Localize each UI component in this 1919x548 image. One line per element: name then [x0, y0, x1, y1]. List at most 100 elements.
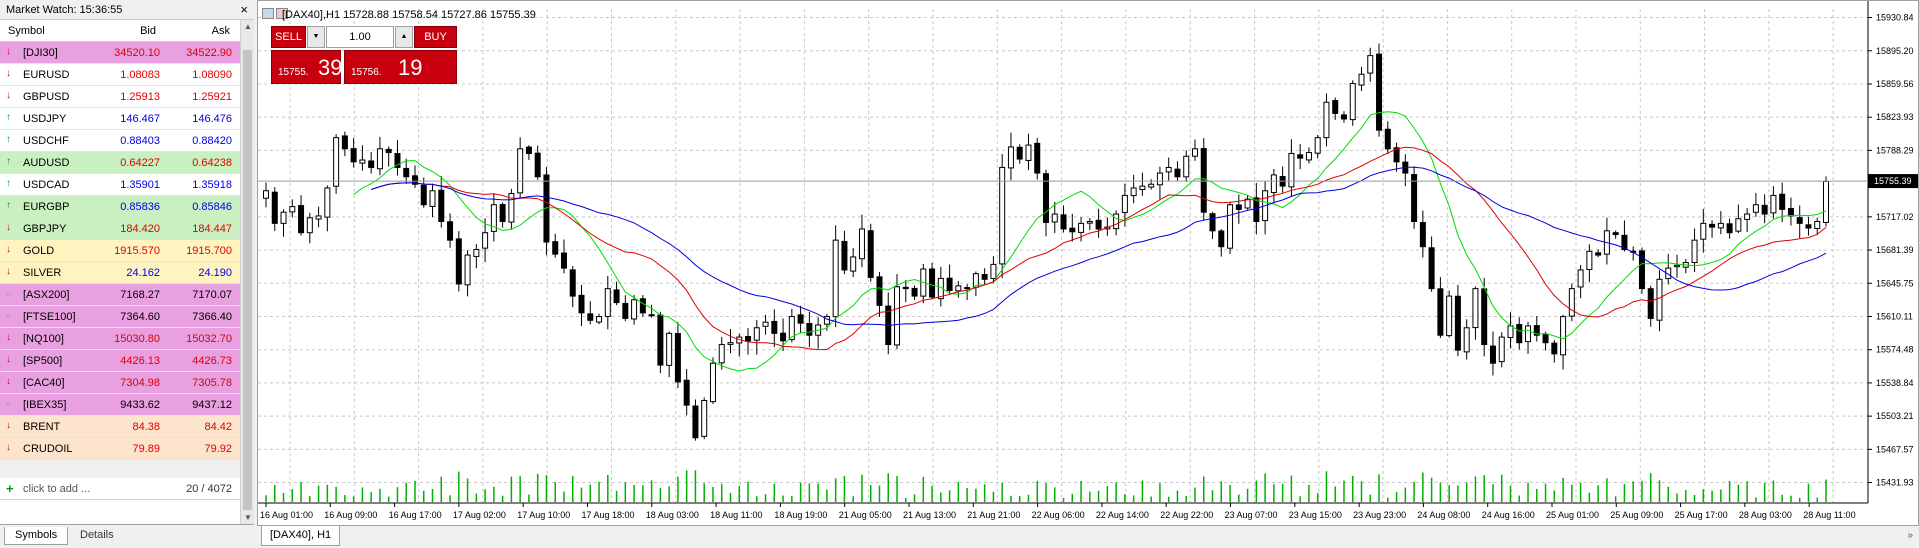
time-axis-label: 23 Aug 23:00 — [1353, 510, 1406, 520]
symbol-row[interactable]: ↑ USDCAD 1.35901 1.35918 — [0, 174, 240, 196]
symbol-row[interactable]: ↓ [NQ100] 15030.80 15032.70 — [0, 328, 240, 350]
sell-button[interactable]: SELL — [271, 26, 306, 48]
price-axis-label: 15574.48 — [1876, 345, 1914, 355]
symbol-row[interactable]: ○ [IBEX35] 9433.62 9437.12 — [0, 394, 240, 416]
candle-bear — [1454, 295, 1461, 351]
symbol-row[interactable]: ↓ [CAC40] 7304.98 7305.78 — [0, 372, 240, 394]
candle-bull — [1270, 174, 1277, 194]
volume-decrease-icon[interactable]: ▼ — [307, 26, 325, 48]
candle-bull — [1367, 55, 1374, 74]
candle-bull — [324, 187, 331, 218]
symbol-flag-icon[interactable] — [276, 8, 288, 19]
candle-bull — [359, 159, 366, 164]
candle-bull — [1577, 269, 1584, 288]
arrow-down-icon: ↓ — [6, 68, 11, 79]
candle-bull — [1007, 146, 1014, 169]
symbol-row[interactable]: ↑ EURGBP 0.85836 0.85846 — [0, 196, 240, 218]
scroll-up-icon[interactable]: ▲ — [244, 22, 252, 31]
candle-bear — [780, 332, 787, 342]
tabs-scroll-icon[interactable]: » — [1907, 530, 1913, 541]
symbol-row[interactable]: ↓ CRUDOIL 79.89 79.92 — [0, 438, 240, 460]
candle-bear — [271, 191, 278, 224]
buy-price-button[interactable]: 15756. 19 — [344, 50, 457, 84]
symbol-row[interactable]: ↓ [SP500] 4426.13 4426.73 — [0, 350, 240, 372]
time-axis-label: 22 Aug 22:00 — [1160, 510, 1213, 520]
arrow-down-icon: ↓ — [6, 46, 11, 57]
volume-input[interactable]: 1.00 — [326, 26, 394, 48]
candle-bull — [1691, 239, 1698, 264]
symbol-row[interactable]: ↓ BRENT 84.38 84.42 — [0, 416, 240, 438]
candle-bear — [745, 335, 752, 342]
bid-value: 184.420 — [120, 223, 160, 235]
candle-bear — [946, 277, 953, 291]
symbol-row[interactable]: ↓ GOLD 1915.570 1915.700 — [0, 240, 240, 262]
scroll-down-icon[interactable]: ▼ — [244, 513, 252, 522]
close-icon[interactable]: × — [240, 2, 248, 17]
candle-bear — [841, 240, 848, 271]
scrollbar-thumb[interactable] — [243, 50, 252, 510]
candle-bear — [692, 405, 699, 439]
symbol-row[interactable]: ○ [FTSE100] 7364.60 7366.40 — [0, 306, 240, 328]
candle-bear — [455, 238, 462, 285]
candle-bull — [1130, 187, 1137, 197]
candle-bull — [1183, 155, 1190, 178]
symbol-row[interactable]: ↑ USDJPY 146.467 146.476 — [0, 108, 240, 130]
candle-bull — [1752, 204, 1759, 213]
column-header-symbol[interactable]: Symbol — [8, 25, 45, 37]
bid-value: 1915.570 — [114, 245, 160, 257]
price-axis-label: 15610.11 — [1876, 311, 1913, 321]
time-axis-label: 22 Aug 06:00 — [1032, 510, 1085, 520]
bid-value: 84.38 — [132, 421, 160, 433]
neutral-circle-icon: ○ — [6, 290, 11, 299]
candle-bull — [1735, 218, 1742, 232]
candle-bear — [411, 175, 418, 185]
tab-symbols[interactable]: Symbols — [4, 527, 69, 545]
time-axis-label: 17 Aug 10:00 — [517, 510, 570, 520]
symbol-row[interactable]: ↓ SILVER 24.162 24.190 — [0, 262, 240, 284]
candle-bull — [1358, 73, 1365, 86]
candle-bear — [394, 153, 401, 168]
candle-bear — [1621, 234, 1628, 250]
time-axis-label: 21 Aug 13:00 — [903, 510, 956, 520]
candle-bull — [1665, 267, 1672, 280]
candle-bull — [1674, 264, 1681, 268]
candle-bear — [674, 333, 681, 383]
symbol-row[interactable]: ○ [ASX200] 7168.27 7170.07 — [0, 284, 240, 306]
symbol-row[interactable]: ↓ GBPUSD 1.25913 1.25921 — [0, 86, 240, 108]
symbol-name: CRUDOIL — [23, 443, 73, 455]
sell-price-button[interactable]: 15755. 39 — [271, 50, 342, 84]
symbol-name: GBPUSD — [23, 91, 70, 103]
chart-window-icon[interactable] — [262, 8, 274, 19]
candle-bull — [1586, 250, 1593, 270]
price-axis-label: 15823.93 — [1876, 112, 1914, 122]
symbol-row[interactable]: ↓ [DJI30] 34520.10 34522.90 — [0, 42, 240, 64]
symbol-row[interactable]: ↓ EURUSD 1.08083 1.08090 — [0, 64, 240, 86]
candle-bull — [832, 239, 839, 318]
volume-increase-icon[interactable]: ▲ — [395, 26, 413, 48]
symbol-row[interactable]: ↑ AUDUSD 0.64227 0.64238 — [0, 152, 240, 174]
column-header-bid[interactable]: Bid — [140, 25, 156, 37]
add-symbol-row[interactable]: + click to add ... 20 / 4072 — [0, 478, 240, 500]
tab-details[interactable]: Details — [80, 529, 114, 541]
chart-tabs-bar: [DAX40], H1 » — [257, 526, 1919, 548]
buy-button[interactable]: BUY — [414, 26, 457, 48]
symbol-row[interactable]: ↓ GBPJPY 184.420 184.447 — [0, 218, 240, 240]
symbol-name: [SP500] — [23, 355, 63, 367]
tab-dax40-h1[interactable]: [DAX40], H1 — [261, 526, 341, 546]
candle-bear — [1796, 217, 1803, 224]
chart-toolbar-icons — [262, 8, 290, 20]
candle-bear — [1095, 219, 1102, 230]
candle-bull — [464, 254, 471, 286]
vertical-scrollbar[interactable]: ▲ ▼ — [240, 20, 254, 524]
candle-bull — [1086, 221, 1093, 224]
time-axis-label: 28 Aug 11:00 — [1803, 510, 1855, 520]
symbol-row[interactable]: ↑ USDCHF 0.88403 0.88420 — [0, 130, 240, 152]
price-chart[interactable]: 15930.84 15895.20 15859.56 15823.93 15788.29… — [258, 1, 1918, 525]
ask-value: 1915.700 — [186, 245, 232, 257]
candle-bull — [1121, 194, 1128, 213]
price-axis-label: 15717.02 — [1876, 212, 1914, 222]
ask-value: 1.08090 — [192, 69, 232, 81]
column-header-ask[interactable]: Ask — [211, 25, 230, 37]
price-axis-label: 15788.29 — [1876, 145, 1914, 155]
time-axis-label: 28 Aug 03:00 — [1739, 510, 1792, 520]
